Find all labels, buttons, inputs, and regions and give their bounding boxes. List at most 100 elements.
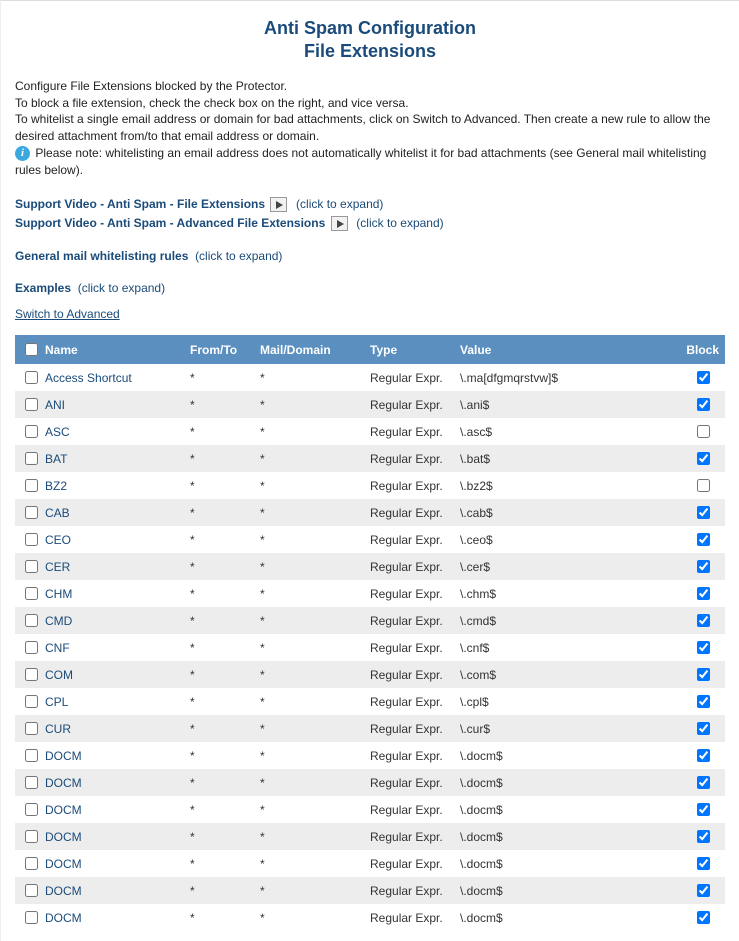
intro-line2: To block a file extension, check the che… bbox=[15, 95, 725, 112]
header-mail[interactable]: Mail/Domain bbox=[254, 335, 364, 364]
header-value[interactable]: Value bbox=[454, 335, 680, 364]
block-checkbox[interactable] bbox=[697, 722, 710, 735]
mail-cell: * bbox=[254, 742, 364, 769]
row-select-checkbox[interactable] bbox=[25, 695, 38, 708]
row-select-checkbox[interactable] bbox=[25, 749, 38, 762]
row-select-checkbox[interactable] bbox=[25, 722, 38, 735]
block-checkbox[interactable] bbox=[697, 911, 710, 924]
extension-name-link[interactable]: DOCM bbox=[45, 776, 82, 790]
extension-name-link[interactable]: DOCM bbox=[45, 803, 82, 817]
intro-line1: Configure File Extensions blocked by the… bbox=[15, 78, 725, 95]
extension-name-link[interactable]: DOCM bbox=[45, 830, 82, 844]
row-select-checkbox[interactable] bbox=[25, 857, 38, 870]
extension-name-link[interactable]: BZ2 bbox=[45, 479, 67, 493]
extension-name-link[interactable]: CER bbox=[45, 560, 70, 574]
row-select-checkbox[interactable] bbox=[25, 452, 38, 465]
expand-link-1[interactable]: (click to expand) bbox=[296, 197, 383, 211]
expand-link-3[interactable]: (click to expand) bbox=[195, 249, 282, 263]
value-cell: \.ani$ bbox=[454, 391, 680, 418]
row-select-checkbox[interactable] bbox=[25, 587, 38, 600]
row-select-checkbox[interactable] bbox=[25, 776, 38, 789]
support-video-1-link[interactable]: Support Video - Anti Spam - File Extensi… bbox=[15, 197, 265, 211]
extension-name-link[interactable]: ASC bbox=[45, 425, 70, 439]
value-cell: \.cmd$ bbox=[454, 607, 680, 634]
extension-name-link[interactable]: CUR bbox=[45, 722, 71, 736]
title-line2: File Extensions bbox=[304, 41, 436, 61]
select-all-checkbox[interactable] bbox=[25, 343, 38, 356]
row-select-checkbox[interactable] bbox=[25, 830, 38, 843]
expand-link-4[interactable]: (click to expand) bbox=[78, 281, 165, 295]
mail-cell: * bbox=[254, 472, 364, 499]
block-checkbox[interactable] bbox=[697, 560, 710, 573]
row-select-checkbox[interactable] bbox=[25, 884, 38, 897]
block-checkbox[interactable] bbox=[697, 776, 710, 789]
row-select-checkbox[interactable] bbox=[25, 371, 38, 384]
block-checkbox[interactable] bbox=[697, 398, 710, 411]
row-select-checkbox[interactable] bbox=[25, 398, 38, 411]
row-select-checkbox[interactable] bbox=[25, 479, 38, 492]
extension-name-link[interactable]: DOCM bbox=[45, 911, 82, 925]
play-icon[interactable] bbox=[270, 197, 287, 212]
extension-name-link[interactable]: ANI bbox=[45, 398, 65, 412]
header-type[interactable]: Type bbox=[364, 335, 454, 364]
extension-name-link[interactable]: CHM bbox=[45, 587, 72, 601]
block-checkbox[interactable] bbox=[697, 830, 710, 843]
type-cell: Regular Expr. bbox=[364, 472, 454, 499]
block-checkbox[interactable] bbox=[697, 533, 710, 546]
block-checkbox[interactable] bbox=[697, 479, 710, 492]
block-checkbox[interactable] bbox=[697, 587, 710, 600]
mail-cell: * bbox=[254, 661, 364, 688]
value-cell: \.com$ bbox=[454, 661, 680, 688]
expand-link-2[interactable]: (click to expand) bbox=[356, 216, 443, 230]
block-checkbox[interactable] bbox=[697, 884, 710, 897]
row-select-checkbox[interactable] bbox=[25, 641, 38, 654]
block-checkbox[interactable] bbox=[697, 803, 710, 816]
support-video-2-link[interactable]: Support Video - Anti Spam - Advanced Fil… bbox=[15, 216, 325, 230]
mail-cell: * bbox=[254, 391, 364, 418]
extension-name-link[interactable]: CNF bbox=[45, 641, 70, 655]
value-cell: \.cer$ bbox=[454, 553, 680, 580]
block-checkbox[interactable] bbox=[697, 614, 710, 627]
extension-name-link[interactable]: DOCM bbox=[45, 749, 82, 763]
block-checkbox[interactable] bbox=[697, 695, 710, 708]
general-rules-link[interactable]: General mail whitelisting rules bbox=[15, 249, 188, 263]
block-checkbox[interactable] bbox=[697, 641, 710, 654]
fromto-cell: * bbox=[184, 823, 254, 850]
table-row: ANI**Regular Expr.\.ani$ bbox=[15, 391, 725, 418]
extension-name-link[interactable]: CPL bbox=[45, 695, 68, 709]
row-select-checkbox[interactable] bbox=[25, 911, 38, 924]
block-checkbox[interactable] bbox=[697, 857, 710, 870]
extension-name-link[interactable]: COM bbox=[45, 668, 73, 682]
block-checkbox[interactable] bbox=[697, 452, 710, 465]
row-select-checkbox[interactable] bbox=[25, 506, 38, 519]
header-block[interactable]: Block bbox=[680, 335, 725, 364]
examples-link[interactable]: Examples bbox=[15, 281, 71, 295]
row-select-checkbox[interactable] bbox=[25, 803, 38, 816]
extension-name-link[interactable]: BAT bbox=[45, 452, 67, 466]
mail-cell: * bbox=[254, 904, 364, 931]
header-fromto[interactable]: From/To bbox=[184, 335, 254, 364]
row-select-checkbox[interactable] bbox=[25, 425, 38, 438]
block-checkbox[interactable] bbox=[697, 668, 710, 681]
mail-cell: * bbox=[254, 823, 364, 850]
type-cell: Regular Expr. bbox=[364, 877, 454, 904]
block-checkbox[interactable] bbox=[697, 425, 710, 438]
switch-to-advanced-link[interactable]: Switch to Advanced bbox=[15, 307, 120, 321]
row-select-checkbox[interactable] bbox=[25, 614, 38, 627]
extension-name-link[interactable]: Access Shortcut bbox=[45, 371, 132, 385]
extension-name-link[interactable]: CMD bbox=[45, 614, 72, 628]
block-checkbox[interactable] bbox=[697, 371, 710, 384]
extension-name-link[interactable]: DOCM bbox=[45, 857, 82, 871]
block-checkbox[interactable] bbox=[697, 749, 710, 762]
type-cell: Regular Expr. bbox=[364, 553, 454, 580]
header-name[interactable]: Name bbox=[39, 335, 184, 364]
extension-name-link[interactable]: CEO bbox=[45, 533, 71, 547]
mail-cell: * bbox=[254, 877, 364, 904]
extension-name-link[interactable]: CAB bbox=[45, 506, 70, 520]
play-icon[interactable] bbox=[331, 216, 348, 231]
row-select-checkbox[interactable] bbox=[25, 560, 38, 573]
extension-name-link[interactable]: DOCM bbox=[45, 884, 82, 898]
block-checkbox[interactable] bbox=[697, 506, 710, 519]
row-select-checkbox[interactable] bbox=[25, 668, 38, 681]
row-select-checkbox[interactable] bbox=[25, 533, 38, 546]
